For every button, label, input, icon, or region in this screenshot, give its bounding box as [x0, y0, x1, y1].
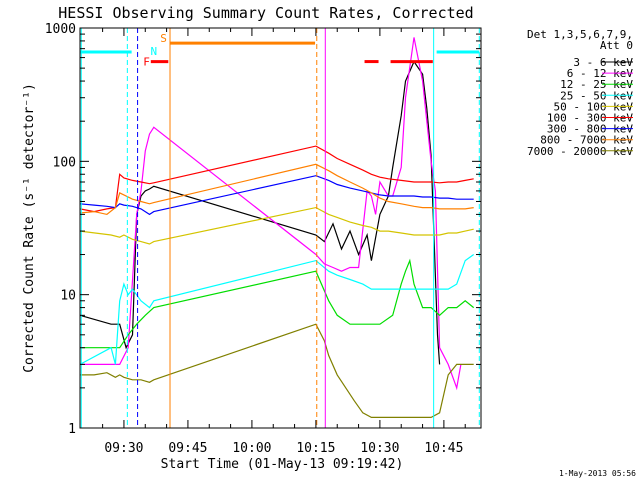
- series-layer: [79, 37, 475, 418]
- overlay-layer: FNS: [80, 28, 480, 428]
- legend-label-8: 7000 - 20000 keV: [527, 145, 633, 158]
- x-tick-label-1: 09:45: [168, 441, 207, 456]
- series-line-1: [80, 37, 462, 391]
- flag-label-2: S: [160, 32, 167, 45]
- y-tick-label-3: 1000: [45, 22, 76, 37]
- series-line-8: [80, 323, 474, 418]
- legend-label-4: 50 - 100 keV: [554, 100, 634, 113]
- legend-label-6: 300 - 800 keV: [547, 123, 633, 136]
- x-tick-label-0: 09:30: [104, 441, 143, 456]
- series-line-7: [79, 163, 474, 216]
- axis-layer: 09:30 09:45 10:00 10:15 10:30 10:45 1 10 100 1000: [45, 22, 481, 456]
- series-line-5: [79, 145, 474, 213]
- timestamp: 1-May-2013 05:56: [559, 469, 636, 478]
- y-tick-label-0: 1: [68, 422, 76, 437]
- chart-title: HESSI Observing Summary Count Rates, Cor…: [58, 4, 473, 22]
- x-axis-label: Start Time (01-May-13 09:19:42): [161, 457, 404, 472]
- legend-label-1: 6 - 12 keV: [567, 67, 634, 80]
- series-line-0: [79, 60, 441, 365]
- x-tick-label-3: 10:15: [296, 441, 335, 456]
- legend-label-2: 12 - 25 keV: [560, 78, 633, 91]
- legend-header-1: Att 0: [600, 39, 633, 52]
- x-tick-label-4: 10:30: [360, 441, 399, 456]
- flag-label-0: F: [143, 56, 150, 69]
- series-line-3: [79, 254, 475, 365]
- flag-label-1: N: [150, 45, 157, 58]
- y-axis-label: Corrected Count Rate (s⁻¹ detector⁻¹): [22, 83, 37, 373]
- legend-label-7: 800 - 7000 keV: [540, 134, 633, 147]
- y-tick-label-1: 10: [60, 289, 76, 304]
- x-tick-label-5: 10:45: [424, 441, 463, 456]
- legend-label-5: 100 - 300 keV: [547, 112, 633, 125]
- x-tick-label-2: 10:00: [232, 441, 271, 456]
- plot-frame: [79, 27, 482, 429]
- legend-header-0: Det 1,3,5,6,7,9,: [527, 28, 633, 41]
- y-tick-label-2: 100: [53, 155, 76, 170]
- series-line-2: [80, 258, 475, 349]
- series-line-6: [79, 175, 474, 216]
- series-line-4: [79, 206, 474, 245]
- legend-label-3: 25 - 50 keV: [560, 89, 633, 102]
